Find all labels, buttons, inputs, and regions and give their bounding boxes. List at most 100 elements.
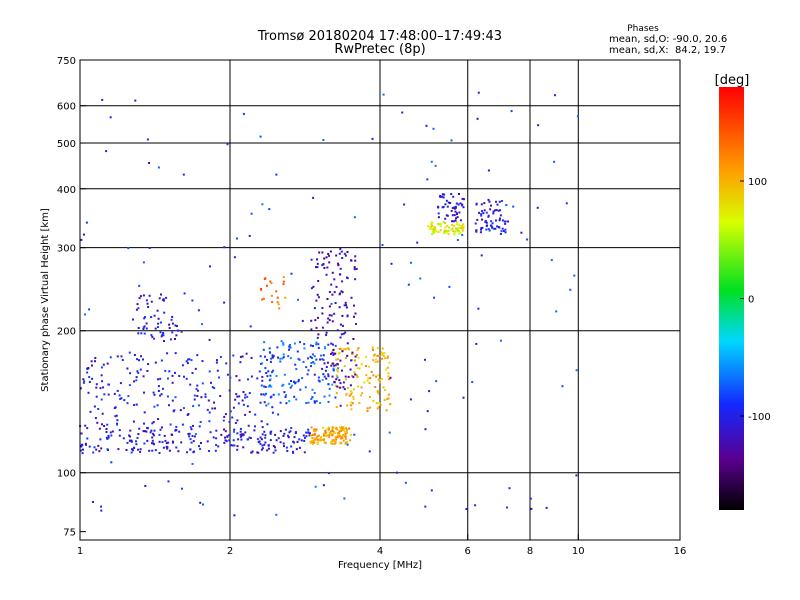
- data-point: [350, 404, 353, 407]
- data-point: [456, 221, 459, 224]
- data-point: [82, 381, 85, 384]
- data-point: [200, 442, 202, 444]
- data-point: [294, 432, 297, 435]
- data-point: [95, 383, 98, 386]
- data-point: [154, 361, 157, 364]
- data-point: [91, 364, 93, 367]
- data-point: [191, 372, 194, 374]
- data-point: [316, 336, 319, 339]
- data-point: [330, 314, 333, 317]
- data-point: [235, 393, 238, 396]
- data-point: [277, 437, 280, 440]
- data-point: [372, 354, 375, 357]
- data-point: [310, 398, 313, 400]
- data-point: [462, 396, 465, 399]
- data-point: [239, 435, 242, 438]
- data-point: [168, 449, 171, 452]
- data-point: [376, 407, 379, 410]
- data-point: [334, 302, 337, 304]
- data-point: [504, 222, 507, 225]
- data-point: [476, 117, 479, 120]
- data-point: [263, 394, 266, 397]
- data-point: [283, 445, 285, 448]
- data-point: [338, 347, 341, 350]
- data-point: [157, 385, 160, 388]
- data-point: [313, 400, 316, 403]
- data-point: [316, 293, 319, 296]
- data-point: [350, 359, 353, 362]
- data-point: [147, 306, 150, 308]
- data-point: [142, 327, 145, 330]
- data-point: [189, 448, 192, 451]
- data-point: [448, 285, 451, 288]
- data-point: [88, 376, 91, 378]
- data-point: [293, 436, 296, 439]
- data-point: [190, 428, 193, 431]
- data-point: [343, 365, 346, 367]
- data-point: [209, 265, 211, 268]
- data-point: [271, 371, 273, 374]
- data-point: [135, 443, 138, 446]
- data-point: [153, 314, 156, 317]
- data-point: [328, 319, 331, 322]
- data-point: [247, 424, 250, 427]
- data-point: [430, 227, 433, 229]
- data-point: [315, 358, 318, 361]
- data-point: [313, 362, 316, 365]
- data-point: [355, 364, 358, 367]
- colorbar-tick-label: 0: [748, 295, 754, 306]
- x-tick-label: 1: [77, 546, 83, 557]
- data-point: [331, 271, 334, 274]
- data-point: [372, 374, 375, 377]
- data-point: [487, 169, 490, 172]
- data-point: [374, 386, 377, 389]
- data-point: [442, 221, 445, 224]
- data-point: [126, 441, 129, 444]
- data-point: [409, 398, 412, 401]
- data-point: [244, 431, 247, 434]
- colorbar-tick-label: -100: [748, 412, 771, 423]
- data-point: [282, 343, 285, 346]
- data-point: [116, 355, 119, 358]
- data-point: [137, 448, 139, 451]
- data-point: [456, 229, 459, 232]
- data-point: [266, 375, 269, 378]
- data-point: [195, 388, 198, 391]
- data-point: [336, 436, 339, 439]
- data-point: [354, 255, 357, 258]
- data-point: [346, 404, 349, 407]
- data-point: [312, 285, 315, 288]
- data-point: [269, 378, 272, 381]
- data-point: [323, 434, 325, 437]
- data-point: [232, 439, 235, 442]
- data-point: [97, 408, 100, 410]
- data-point: [477, 91, 480, 94]
- data-point: [386, 355, 389, 358]
- data-point: [342, 332, 345, 335]
- data-point: [354, 259, 357, 262]
- data-point: [276, 296, 279, 299]
- data-point: [236, 419, 239, 422]
- data-point: [86, 371, 89, 374]
- data-point: [339, 247, 342, 250]
- data-point: [229, 410, 232, 413]
- data-point: [233, 428, 236, 431]
- data-point: [240, 438, 243, 441]
- data-point: [233, 444, 236, 447]
- data-point: [143, 325, 146, 328]
- data-point: [100, 509, 103, 512]
- data-point: [443, 193, 446, 196]
- data-point: [452, 195, 455, 198]
- data-point: [330, 441, 333, 444]
- data-point: [196, 395, 199, 397]
- y-axis-label: Stationary phase Virtual Height [km]: [40, 208, 51, 392]
- data-point: [430, 223, 433, 226]
- data-point: [181, 487, 183, 490]
- data-point: [264, 441, 267, 444]
- data-point: [437, 216, 440, 219]
- data-point: [311, 443, 314, 445]
- data-point: [196, 354, 199, 357]
- data-point: [180, 441, 183, 444]
- data-point: [171, 322, 174, 325]
- data-point: [88, 308, 91, 311]
